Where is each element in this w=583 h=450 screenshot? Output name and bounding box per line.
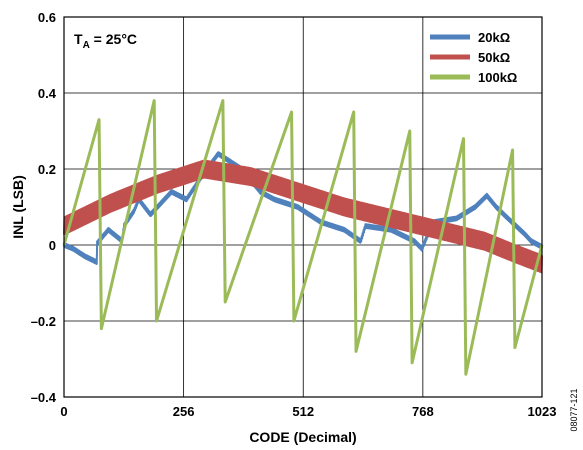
y-tick-label: 0 bbox=[49, 238, 56, 253]
x-tick-label: 768 bbox=[412, 404, 434, 419]
y-tick-labels: –0.4 –0.2 0 0.2 0.4 0.6 bbox=[31, 10, 57, 405]
x-tick-labels: 0 256 512 768 1023 bbox=[60, 404, 556, 419]
figure-id: 08077-121 bbox=[569, 388, 579, 431]
series-line-2 bbox=[62, 99, 544, 376]
series-lines bbox=[62, 99, 544, 376]
y-tick-label: –0.2 bbox=[31, 314, 56, 329]
y-axis-label: INL (LSB) bbox=[10, 175, 26, 239]
y-tick-label: –0.4 bbox=[31, 390, 57, 405]
x-tick-label: 256 bbox=[173, 404, 195, 419]
legend-label: 50kΩ bbox=[478, 50, 510, 65]
x-tick-label: 1023 bbox=[528, 404, 557, 419]
x-tick-label: 0 bbox=[60, 404, 67, 419]
y-tick-label: 0.6 bbox=[38, 10, 56, 25]
legend-label: 20kΩ bbox=[478, 30, 510, 45]
svg-text:TA = 25°C: TA = 25°C bbox=[74, 31, 137, 51]
series-line-0 bbox=[63, 151, 543, 265]
x-axis-label: CODE (Decimal) bbox=[249, 429, 356, 445]
y-tick-label: 0.4 bbox=[38, 86, 57, 101]
annotation-sub: A bbox=[83, 40, 90, 51]
legend: 20kΩ 50kΩ 100kΩ bbox=[424, 22, 540, 86]
annotation-rest: = 25°C bbox=[90, 31, 137, 47]
annotation-main: T bbox=[74, 31, 83, 47]
plot-frame bbox=[63, 16, 543, 398]
y-tick-label: 0.2 bbox=[38, 162, 56, 177]
x-tick-label: 512 bbox=[292, 404, 314, 419]
legend-label: 100kΩ bbox=[478, 70, 517, 85]
temperature-annotation: TA = 25°C bbox=[66, 25, 162, 51]
series-line-1 bbox=[63, 159, 543, 274]
